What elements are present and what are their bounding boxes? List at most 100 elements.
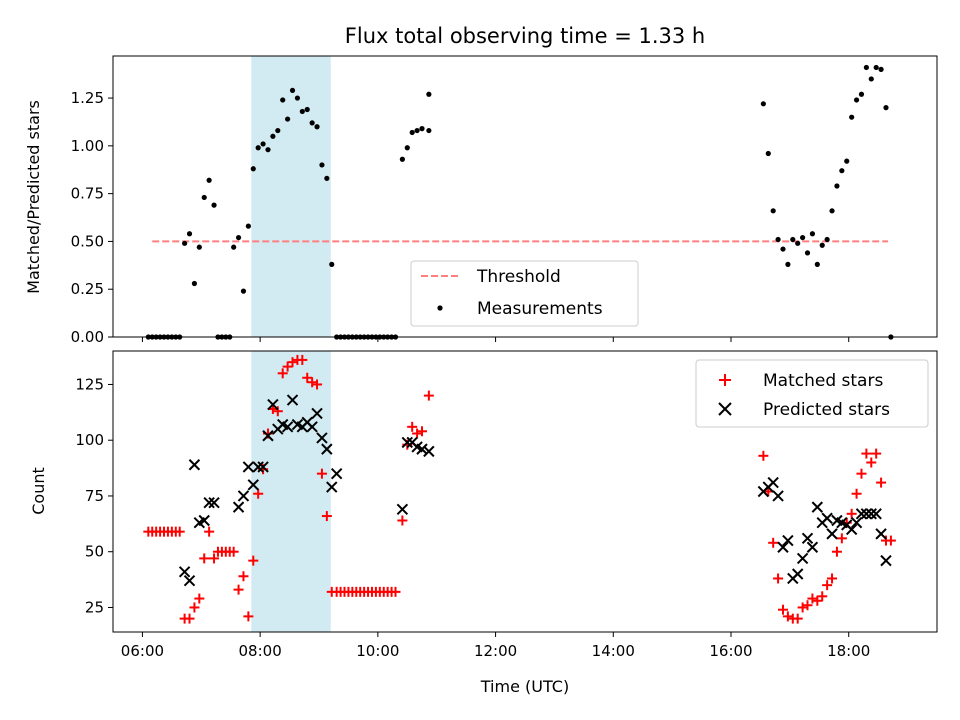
matched-star-marker — [807, 593, 818, 604]
measurement-point — [790, 236, 796, 243]
predicted-star-marker — [767, 476, 779, 489]
matched-star-marker — [822, 580, 833, 591]
measurement-point — [196, 244, 202, 250]
matched-star-marker — [851, 488, 862, 499]
top-chart-title: Flux total observing time = 1.33 h — [345, 24, 705, 48]
predicted-star-marker — [826, 528, 838, 540]
predicted-star-marker — [203, 496, 215, 509]
predicted-star-marker — [806, 541, 819, 553]
matched-star-marker — [272, 406, 283, 417]
top-plot-frame — [112, 55, 938, 338]
matched-star-marker — [228, 546, 239, 557]
measurement-point — [240, 288, 247, 294]
measurement-point — [844, 158, 850, 164]
matched-star-marker — [831, 546, 842, 557]
predicted-star-marker — [772, 490, 784, 502]
measurement-point — [404, 145, 410, 151]
measurement-point — [211, 202, 217, 208]
top-y-tick-label: 0.00 — [71, 328, 104, 346]
predicted-star-marker — [286, 394, 299, 406]
matched-star-marker — [243, 611, 254, 622]
measurement-point — [883, 105, 889, 111]
measurement-point — [399, 156, 405, 162]
measurement-point — [853, 97, 860, 103]
matched-star-marker — [312, 379, 323, 390]
legend-measurements-label: Measurements — [477, 299, 603, 319]
measurement-point — [419, 126, 425, 132]
predicted-star-marker — [262, 430, 274, 442]
matched-star-marker — [812, 595, 823, 606]
predicted-star-marker — [850, 517, 863, 529]
measurement-point — [800, 234, 806, 241]
bottom-legend: Matched stars Predicted stars — [695, 359, 929, 428]
top-y-ticks-layer: 0.00 0.25 0.50 0.75 1.00 1.25 — [71, 89, 113, 346]
matched-star-marker — [253, 488, 264, 499]
measurement-point — [206, 177, 212, 183]
matched-star-marker — [417, 426, 427, 437]
predicted-star-marker — [845, 523, 858, 536]
top-x-ticks-layer — [141, 337, 850, 342]
matched-star-marker — [184, 613, 195, 624]
measurement-point — [304, 106, 310, 113]
matched-star-marker — [194, 593, 205, 604]
predicted-star-marker — [306, 421, 318, 433]
bottom-y-tick-label: 50 — [85, 543, 104, 561]
matched-star-marker — [204, 526, 215, 537]
matched-star-marker — [768, 537, 779, 548]
matched-star-marker — [302, 372, 313, 383]
measurement-point — [309, 120, 315, 126]
matched-star-marker — [189, 602, 200, 613]
predicted-star-marker — [252, 461, 264, 473]
measurement-point — [231, 244, 237, 250]
matched-star-marker — [287, 357, 298, 368]
measurement-point — [426, 91, 432, 97]
measurement-point — [824, 236, 830, 243]
legend-threshold-label: Threshold — [476, 267, 561, 287]
predicted-star-marker — [777, 541, 789, 553]
measurement-point — [858, 91, 865, 97]
x-tick-label: 18:00 — [827, 642, 870, 660]
bottom-y-tick-label: 100 — [75, 431, 104, 449]
matched-star-marker — [199, 553, 210, 564]
x-tick-label: 16:00 — [709, 642, 752, 660]
top-y-axis-label: Matched/Predicted stars — [24, 100, 43, 294]
top-y-tick-label: 0.75 — [71, 185, 104, 203]
measurement-point — [775, 236, 781, 243]
measurement-point — [245, 223, 251, 229]
matched-star-marker — [817, 591, 828, 602]
matched-star-marker — [876, 477, 887, 488]
matched-star-marker — [277, 368, 288, 379]
matched-star-marker — [797, 602, 808, 613]
predicted-star-marker — [247, 479, 259, 491]
predicted-star-marker — [821, 512, 833, 524]
measurement-point — [409, 129, 415, 136]
shaded-span — [251, 351, 331, 632]
measurement-point — [329, 261, 335, 267]
measurement-point — [324, 175, 330, 181]
x-tick-label: 12:00 — [474, 642, 517, 660]
top-y-tick-label: 1.00 — [71, 137, 104, 155]
legend-predicted-swatch — [718, 402, 732, 416]
measurement-point — [863, 64, 869, 71]
measurement-point — [785, 261, 791, 267]
bottom-y-ticks-layer: 25 50 75 100 125 — [75, 375, 113, 616]
measurement-point — [182, 240, 188, 246]
matched-star-marker — [885, 535, 896, 546]
predicted-star-marker — [232, 501, 245, 513]
measurement-point — [186, 231, 193, 237]
measurement-point — [868, 76, 874, 82]
measurement-point — [426, 127, 432, 134]
measurement-point — [839, 168, 845, 174]
predicted-star-marker — [875, 528, 887, 540]
predicted-star-marker — [330, 467, 343, 480]
matched-star-marker — [307, 377, 318, 388]
predicted-star-marker — [870, 508, 882, 520]
bottom-shaded-span-layer — [251, 351, 331, 632]
bottom-y-tick-label: 75 — [85, 487, 104, 505]
measurement-point — [770, 208, 776, 214]
measurement-point — [235, 234, 242, 241]
measurement-point — [878, 66, 884, 72]
matched-star-marker — [233, 584, 244, 595]
predicted-star-marker — [188, 459, 201, 471]
bottom-legend-box — [695, 359, 929, 428]
